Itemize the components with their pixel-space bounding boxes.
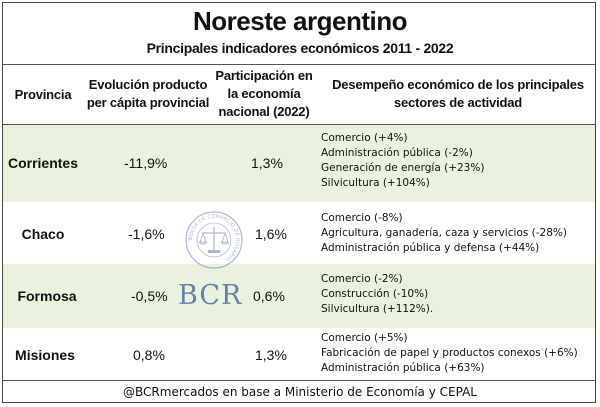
header-desempeno: Desempeño económico de los principales s… <box>318 76 598 112</box>
sector-item: Comercio (-2%) <box>321 273 403 285</box>
page-title: Noreste argentino <box>193 6 408 36</box>
footer-divider <box>3 380 595 381</box>
sector-item: Administración pública (-2%) <box>321 147 473 159</box>
header-participacion: Participación en la economía nacional (2… <box>212 67 316 121</box>
table-row-corrientes: Corrientes -11,9% 1,3% Comercio (+4%) Ad… <box>3 125 595 202</box>
header-desempeno-line2: sectores de actividad <box>393 95 523 110</box>
table-row-formosa: Formosa -0,5% 0,6% Comercio (-2%) Constr… <box>3 264 595 328</box>
evolucion-cell: -1,6% <box>128 226 165 242</box>
table-row-chaco: Chaco -1,6% 1,6% Comercio (-8%) Agricult… <box>3 202 595 264</box>
header-top-divider <box>3 64 595 65</box>
sector-item: Comercio (-8%) <box>321 212 403 224</box>
sectores-cell: Comercio (-2%) Construcción (-10%) Silvi… <box>321 272 433 317</box>
provincia-cell: Corrientes <box>7 155 79 171</box>
sector-item: Construcción (-10%) <box>321 288 429 300</box>
participacion-cell: 1,6% <box>255 226 287 242</box>
sector-item: Generación de energía (+23%) <box>321 162 485 174</box>
sector-item: Silvicultura (+104%) <box>321 177 430 189</box>
provincia-cell: Chaco <box>21 226 65 242</box>
sector-item: Administración pública (+63%) <box>321 362 485 374</box>
sectores-cell: Comercio (+4%) Administración pública (-… <box>321 131 484 191</box>
participacion-cell: 0,6% <box>253 288 285 304</box>
header-participacion-line2: la economía <box>227 86 301 101</box>
header-desempeno-line1: Desempeño económico de los principales <box>332 77 584 92</box>
evolucion-cell: -11,9% <box>124 155 168 171</box>
page-subtitle: Principales indicadores económicos 2011 … <box>146 40 454 56</box>
header-evolucion: Evolución producto per cápita provincial <box>82 76 214 112</box>
provincia-cell: Formosa <box>17 288 77 304</box>
sector-item: Administración pública y defensa (+44%) <box>321 242 540 254</box>
bcr-seal-icon: BOLSA DE COMERCIO DE ROSARIO <box>185 211 243 269</box>
bcr-logo-text: BCR <box>178 280 243 311</box>
participacion-cell: 1,3% <box>251 155 283 171</box>
header-participacion-line1: Participación en <box>215 68 313 83</box>
sector-item: Comercio (+4%) <box>321 132 408 144</box>
header-evolucion-line2: per cápita provincial <box>86 95 210 110</box>
table-row-misiones: Misiones 0,8% 1,3% Comercio (+5%) Fabric… <box>3 328 595 380</box>
header-bottom-divider <box>3 124 595 125</box>
sectores-cell: Comercio (+5%) Fabricación de papel y pr… <box>321 331 578 376</box>
sector-item: Agricultura, ganadería, caza y servicios… <box>321 227 567 239</box>
evolucion-cell: 0,8% <box>133 347 165 363</box>
table-frame <box>2 2 596 403</box>
sector-item: Silvicultura (+112%). <box>321 303 434 315</box>
participacion-cell: 1,3% <box>255 347 287 363</box>
header-participacion-line3: nacional (2022) <box>218 104 310 119</box>
source-footer: @BCRmercados en base a Ministerio de Eco… <box>123 385 477 399</box>
provincia-cell: Misiones <box>15 347 75 363</box>
sector-item: Comercio (+5%) <box>321 332 408 344</box>
header-provincia: Provincia <box>14 87 72 102</box>
evolucion-cell: -0,5% <box>131 288 168 304</box>
sectores-cell: Comercio (-8%) Agricultura, ganadería, c… <box>321 211 567 256</box>
header-evolucion-line1: Evolución producto <box>88 77 208 92</box>
sector-item: Fabricación de papel y productos conexos… <box>321 347 578 359</box>
